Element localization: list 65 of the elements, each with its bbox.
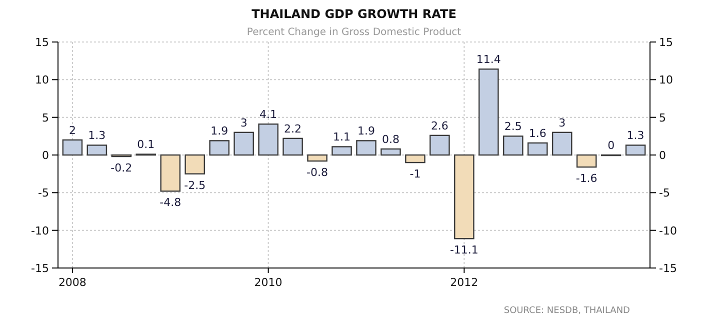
x-tick-label: 2010 [254, 276, 282, 289]
data-label: 0 [608, 139, 615, 152]
data-label: 2.5 [504, 120, 522, 134]
bar [430, 134, 450, 156]
data-label: -0.8 [306, 166, 328, 180]
bar [625, 144, 646, 156]
bar [576, 154, 597, 168]
bar [307, 154, 328, 162]
bar [478, 68, 499, 156]
y2-tick-label: 10 [659, 74, 673, 87]
bar [282, 138, 303, 156]
y2-tick-label: -15 [659, 262, 677, 275]
y2-tick-label: 15 [659, 36, 673, 49]
data-label: 2 [68, 124, 76, 137]
data-label: -0.2 [110, 162, 132, 175]
data-label: 2.6 [430, 119, 448, 132]
bar [502, 136, 524, 156]
chart-subtitle: Percent Change in Gross Domestic Product [246, 27, 462, 38]
data-label: 3 [240, 116, 248, 130]
bar [234, 132, 254, 156]
source-note: SOURCE: NESDB, THAILAND [504, 306, 630, 316]
y2-tick-label: -5 [659, 186, 670, 200]
bar [62, 139, 83, 156]
data-label: 11.4 [476, 53, 501, 66]
bar [160, 154, 181, 192]
x-tick-label: 2008 [58, 276, 86, 289]
bar [552, 132, 572, 156]
data-label: 1.6 [528, 126, 546, 140]
data-label: -11.1 [450, 244, 478, 257]
y-tick-label: 5 [42, 111, 49, 124]
bar [184, 154, 206, 174]
bar [454, 154, 474, 240]
data-label: 1.3 [88, 129, 106, 142]
bar [527, 142, 548, 156]
data-label: 0.8 [382, 132, 400, 146]
data-label: -1 [410, 168, 421, 181]
bar [258, 124, 278, 156]
bar [86, 144, 108, 156]
y2-tick-label: 0 [659, 149, 666, 162]
data-label: 1.3 [626, 129, 644, 142]
y2-tick-label: 5 [659, 111, 666, 124]
y2-tick-label: -10 [659, 224, 677, 238]
y-tick-label: -5 [38, 186, 49, 200]
data-label: -2.5 [184, 178, 206, 192]
y-tick-label: -15 [31, 262, 49, 275]
bar [332, 146, 352, 156]
y-tick-label: -10 [31, 224, 49, 238]
bar [380, 148, 401, 156]
data-label: 4.1 [260, 108, 278, 122]
data-label: 3 [558, 116, 566, 130]
x-tick-label: 2012 [450, 276, 478, 289]
data-label: 2.2 [284, 122, 302, 136]
bar [209, 140, 230, 156]
data-label: 1.1 [333, 130, 351, 144]
data-label: -1.6 [576, 172, 598, 186]
data-label: 1.9 [210, 124, 228, 138]
data-label: -4.8 [160, 196, 182, 210]
bar [356, 140, 376, 156]
y-tick-label: 15 [35, 36, 49, 49]
data-label: 1.9 [357, 124, 375, 138]
y-tick-label: 10 [35, 74, 49, 87]
y-tick-label: 0 [42, 149, 49, 162]
bar [405, 154, 426, 164]
chart-title: THAILAND GDP GROWTH RATE [252, 7, 456, 21]
data-label: 0.1 [137, 138, 155, 152]
